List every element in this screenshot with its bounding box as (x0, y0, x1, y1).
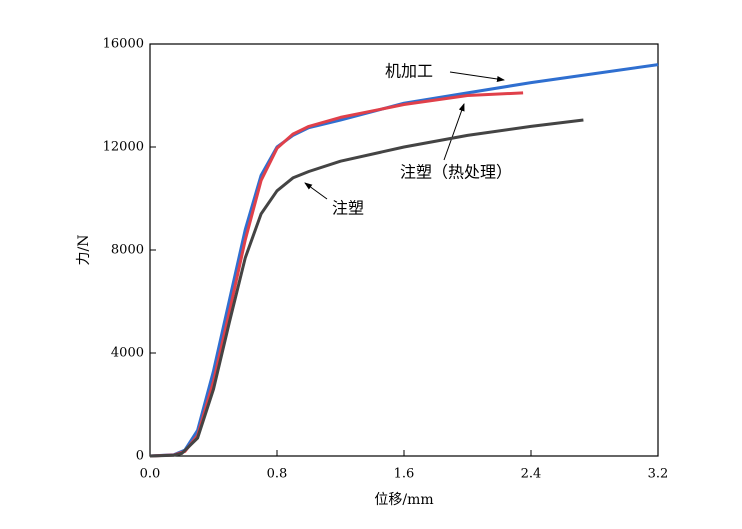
annotation: 注塑（热处理） (400, 163, 512, 182)
data-line (149, 63, 659, 458)
x-tick-label: 3.2 (648, 467, 669, 482)
y-tick-label: 8000 (111, 243, 144, 258)
annotation: 机加工 (385, 62, 433, 81)
y-tick-label: 4000 (111, 346, 144, 361)
x-tick-label: 0.8 (267, 467, 288, 482)
x-axis-label: 位移/mm (374, 492, 433, 508)
x-tick-label: 2.4 (521, 467, 542, 482)
x-tick-label: 0.0 (140, 467, 161, 482)
annotation-arrow (449, 71, 505, 82)
y-tick-label: 12000 (103, 140, 144, 155)
data-line (149, 118, 584, 458)
y-axis-label: 力/N (76, 235, 92, 266)
y-tick-label: 0 (136, 449, 144, 464)
y-tick-label: 16000 (103, 37, 144, 52)
annotation: 注塑 (332, 199, 364, 218)
x-tick-label: 1.6 (394, 467, 415, 482)
annotation-arrow (304, 182, 328, 200)
annotation-arrow (443, 103, 465, 161)
